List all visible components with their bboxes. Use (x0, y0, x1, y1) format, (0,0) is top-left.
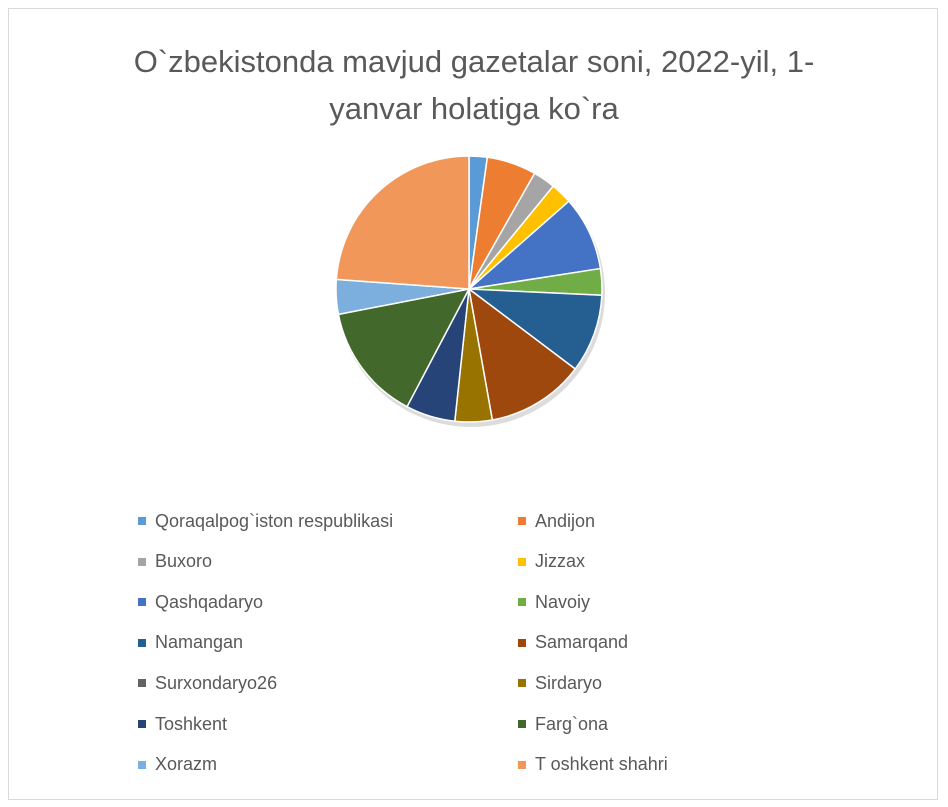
pie-slice-11 (337, 288, 470, 408)
legend-item-10: Toshkent (138, 713, 227, 735)
legend-swatch (518, 720, 526, 728)
legend-label: Samarqand (535, 632, 629, 653)
legend-label: Farg`ona (535, 713, 609, 734)
legend-item-9: Sirdaryo (518, 672, 602, 694)
legend-item-12: Xorazm (138, 754, 217, 776)
legend-label: Namangan (155, 632, 244, 653)
legend-swatch (518, 517, 526, 525)
legend-swatch (138, 760, 146, 769)
legend-item-13: T oshkent shahri (518, 754, 668, 776)
legend-item-5: Navoiy (518, 591, 590, 613)
legend-item-2: Buxoro (138, 551, 212, 573)
chart-title-line-2: yanvar holatiga ko`ra (329, 91, 619, 126)
legend-label: Buxoro (155, 551, 213, 572)
legend-label: Sirdaryo (535, 672, 603, 693)
legend-swatch (138, 679, 146, 688)
legend-swatch (518, 679, 526, 688)
legend-swatch (518, 638, 526, 647)
legend-label: Navoiy (535, 591, 591, 612)
legend-label: Qashqadaryo (155, 591, 264, 612)
legend-swatch (518, 598, 526, 607)
legend-swatch (518, 760, 526, 769)
legend-swatch (138, 720, 146, 728)
legend-item-11: Farg`ona (518, 713, 608, 735)
pie-slice-13 (335, 155, 470, 290)
legend-item-8: Surxondaryo26 (138, 672, 277, 694)
legend-label: Toshkent (155, 713, 228, 734)
legend-swatch (138, 557, 146, 566)
legend-item-0: Qoraqalpog`iston respublikasi (138, 510, 393, 532)
chart-title: O`zbekistonda mavjud gazetalar soni, 202… (60, 38, 888, 132)
legend-item-4: Qashqadaryo (138, 591, 263, 613)
pie-slice-7 (468, 288, 576, 421)
legend-label: Andijon (535, 510, 596, 531)
legend-swatch (518, 557, 526, 566)
legend-label: Qoraqalpog`iston respublikasi (155, 510, 394, 531)
legend-item-7: Samarqand (518, 632, 628, 654)
pie-chart (335, 155, 605, 427)
legend-label: Jizzax (535, 551, 586, 572)
legend-item-6: Namangan (138, 632, 243, 654)
legend-swatch (138, 638, 146, 647)
legend-item-1: Andijon (518, 510, 595, 532)
legend-swatch (138, 517, 146, 525)
legend-label: Surxondaryo26 (155, 672, 278, 693)
legend-item-3: Jizzax (518, 551, 585, 573)
pie-slice-6 (468, 288, 603, 370)
legend-label: T oshkent shahri (535, 754, 668, 775)
legend-label: Xorazm (155, 754, 218, 775)
legend-swatch (138, 598, 146, 607)
chart-title-line-1: O`zbekistonda mavjud gazetalar soni, 202… (133, 44, 815, 79)
